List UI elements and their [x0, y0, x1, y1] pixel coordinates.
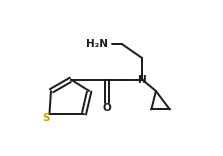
Text: N: N: [138, 75, 147, 85]
Text: O: O: [103, 103, 111, 113]
Text: H₂N: H₂N: [87, 39, 108, 49]
Text: S: S: [42, 113, 49, 123]
